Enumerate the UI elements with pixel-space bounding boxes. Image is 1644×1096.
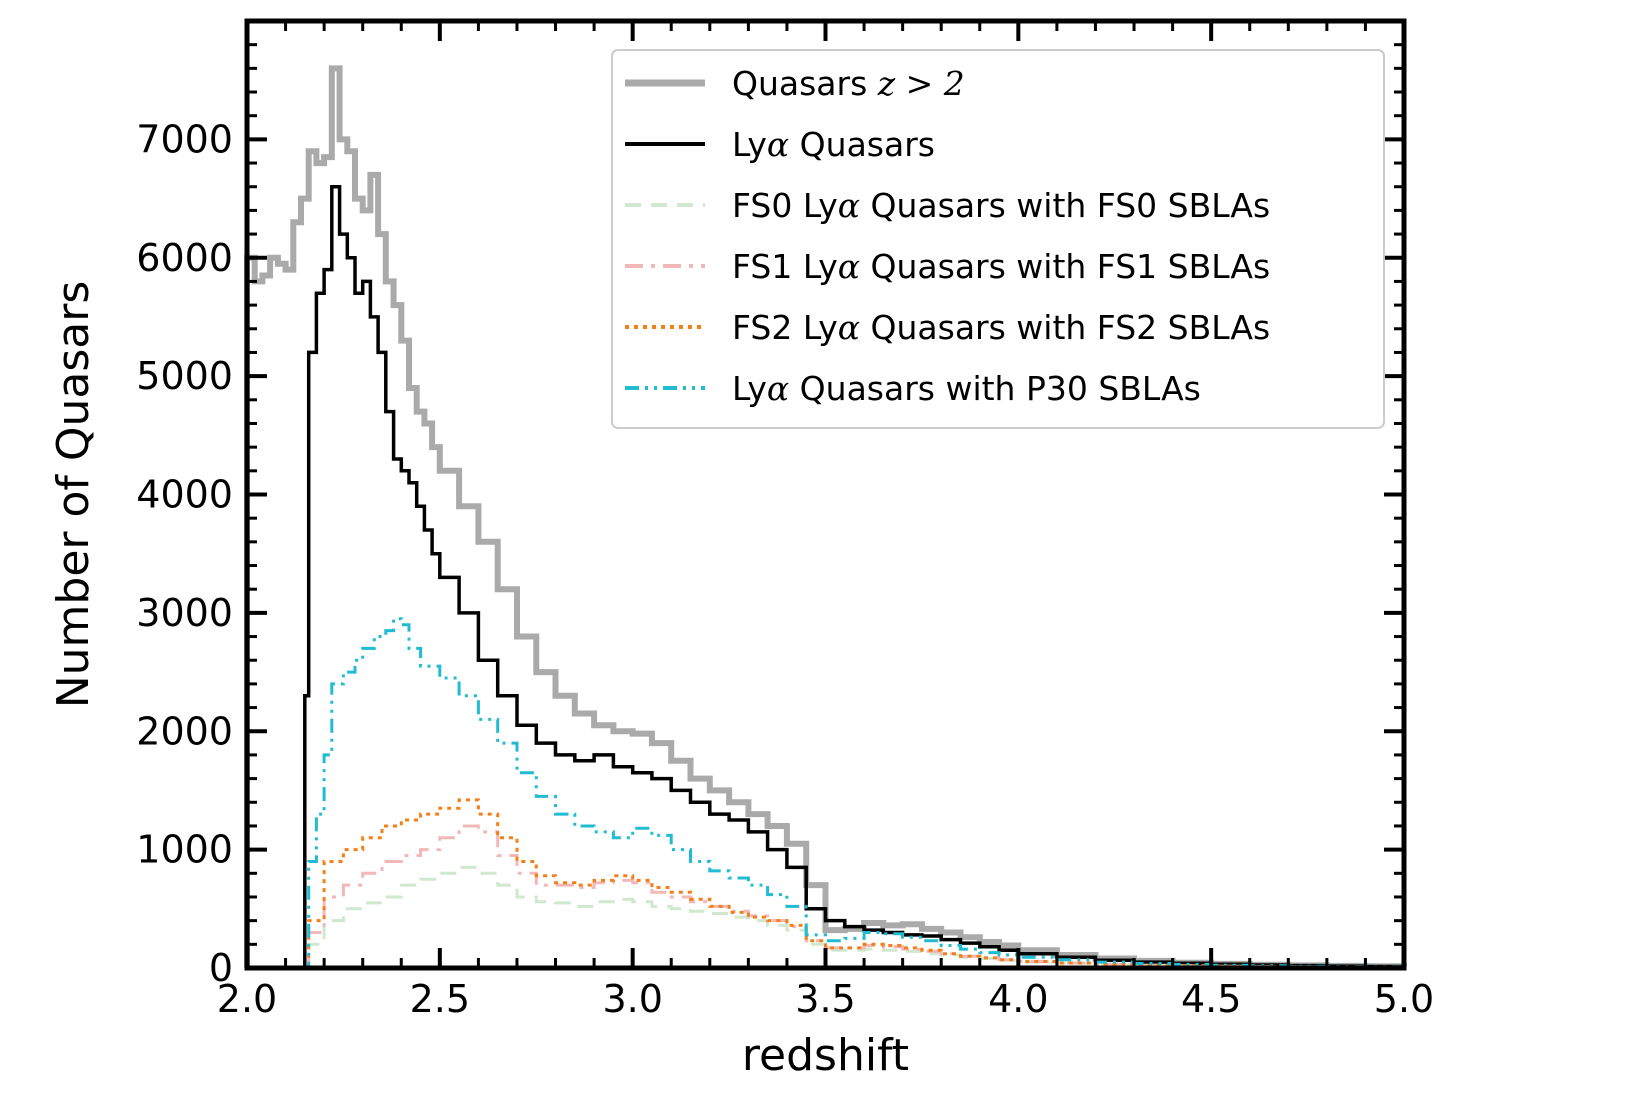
- plot-frame: [244, 18, 1407, 971]
- labels-layer: 2.0 2.5 3.0 3.5 4.0 4.5 5.0 0 1000 2000 3000 4000 50…: [48, 117, 1434, 1081]
- legend-entry-2: FS0 Lyα Quasars with FS0 SBLAs: [732, 186, 1270, 225]
- legend-entry-5: Lyα Quasars with P30 SBLAs: [732, 369, 1201, 408]
- series-line-5: [301, 617, 1406, 970]
- legend-entry-3: FS1 Lyα Quasars with FS1 SBLAs: [732, 247, 1270, 286]
- y-tick-label: 4000: [136, 473, 233, 517]
- y-tick-label: 2000: [136, 709, 233, 753]
- legend-entry-1: Lyα Quasars: [732, 125, 935, 164]
- x-tick-label: 4.5: [1181, 977, 1241, 1021]
- y-tick-label: 0: [209, 946, 233, 990]
- series-layer: [244, 65, 1407, 970]
- legend-entry-4: FS2 Lyα Quasars with FS2 SBLAs: [732, 308, 1270, 347]
- series-line-2: [301, 865, 1406, 970]
- y-tick-label: 7000: [136, 117, 233, 161]
- x-axis-label: redshift: [742, 1030, 909, 1081]
- x-tick-label: 2.0: [217, 977, 277, 1021]
- y-axis-label: Number of Quasars: [48, 281, 99, 709]
- y-tick-label: 3000: [136, 591, 233, 635]
- x-tick-label: 3.5: [795, 977, 855, 1021]
- x-tick-label: 5.0: [1374, 977, 1434, 1021]
- legend: Quasars z > 2 Lyα Quasars FS0 Lyα Quasars …: [611, 49, 1385, 429]
- series-line-4: [301, 798, 1406, 970]
- y-tick-label: 6000: [136, 236, 233, 280]
- x-tick-label: 3.0: [602, 977, 662, 1021]
- legend-entry-0: Quasars z > 2: [732, 64, 965, 103]
- y-tick-label: 5000: [136, 354, 233, 398]
- x-tick-label: 4.0: [988, 977, 1048, 1021]
- series-line-1: [301, 184, 1406, 970]
- legend-box: [611, 49, 1385, 429]
- x-tick-label: 2.5: [410, 977, 470, 1021]
- y-tick-label: 1000: [136, 828, 233, 872]
- series-line-0: [244, 65, 1407, 970]
